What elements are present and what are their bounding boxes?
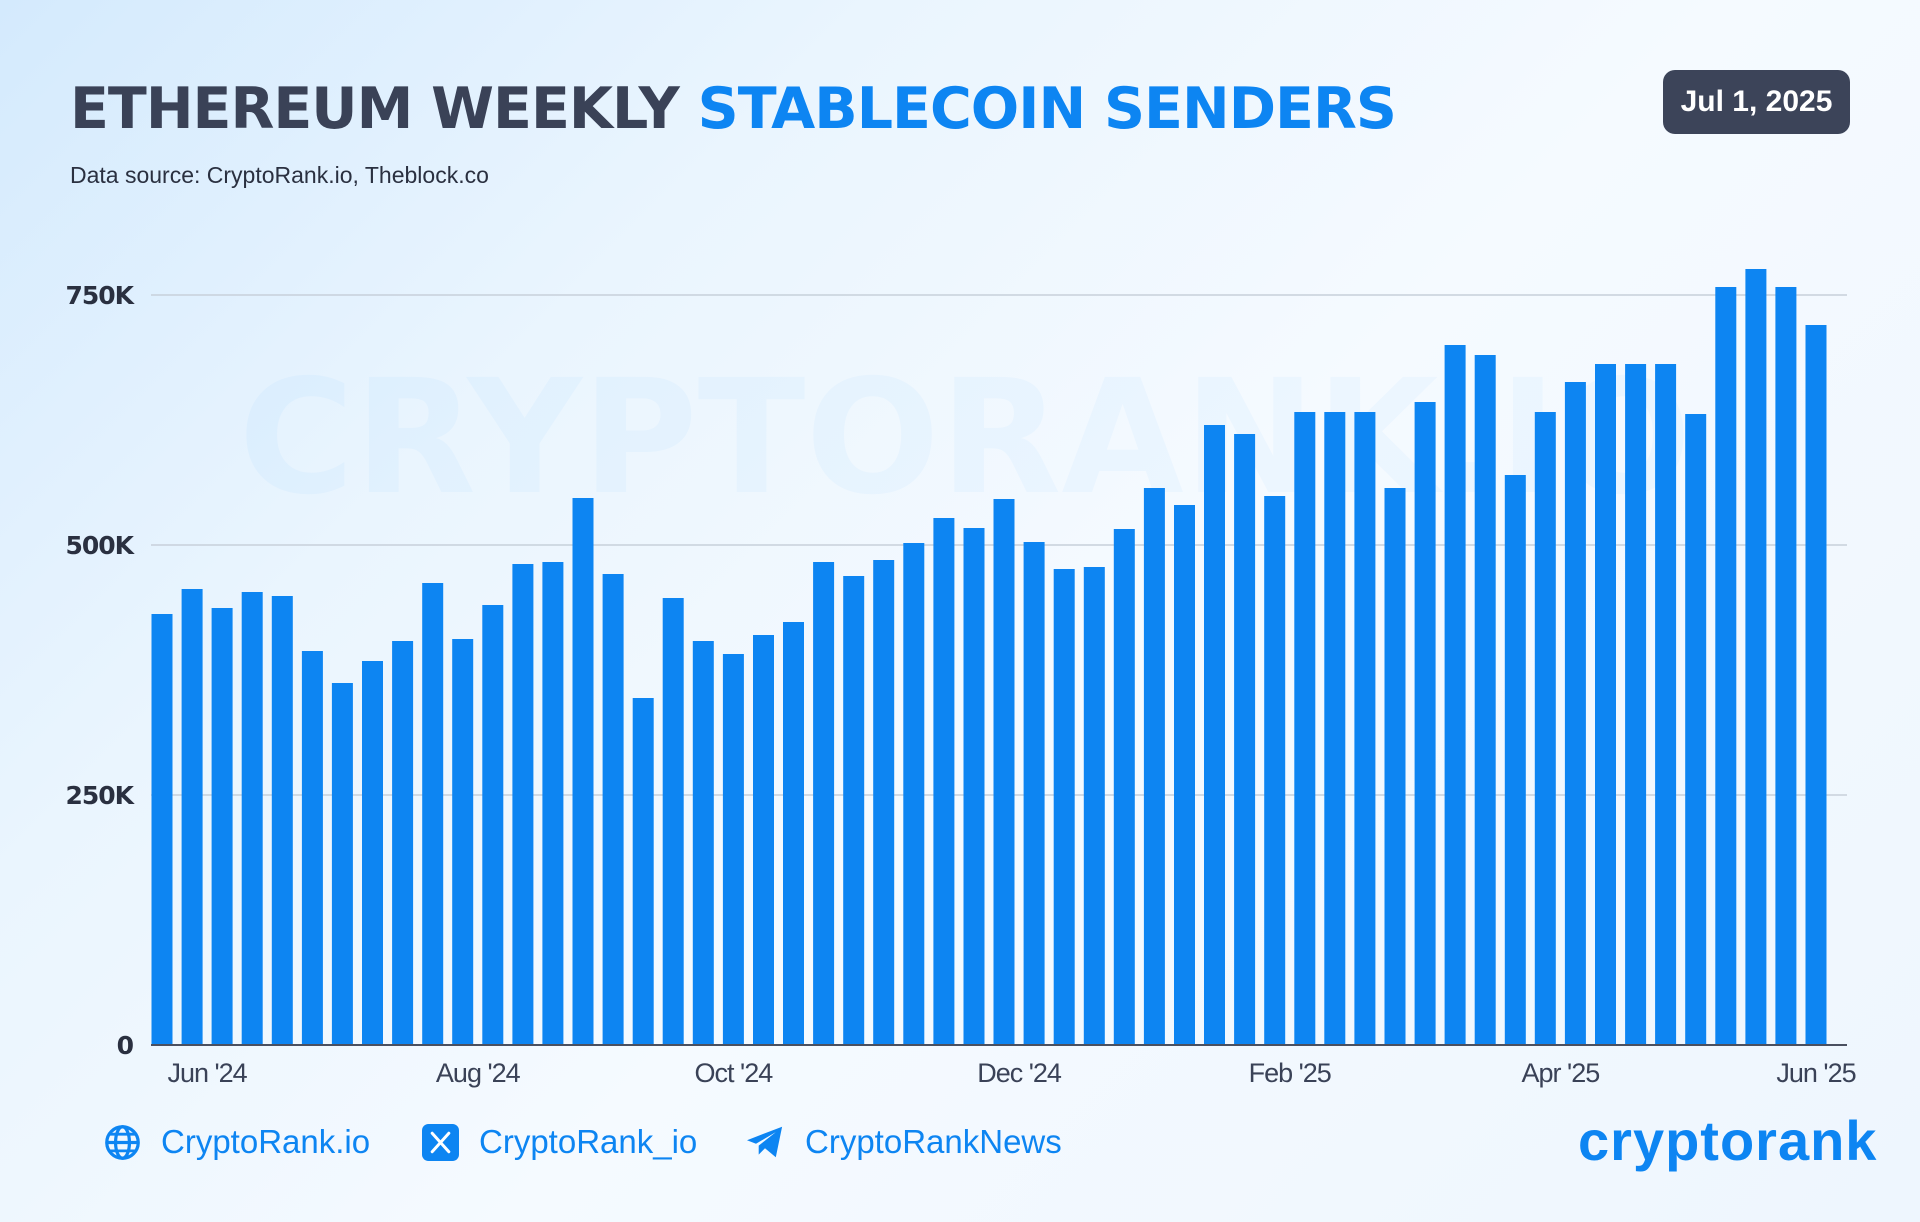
bar — [1474, 355, 1496, 1045]
data-source-text: Data source: CryptoRank.io, Theblock.co — [70, 162, 489, 188]
bar — [1745, 269, 1767, 1045]
bar — [722, 654, 744, 1045]
x-tick-label: Aug '24 — [436, 1058, 521, 1088]
bar — [813, 562, 835, 1045]
x-tick-label: Apr '25 — [1522, 1058, 1600, 1088]
bars — [151, 269, 1827, 1045]
bar — [181, 589, 203, 1045]
bar — [1595, 364, 1616, 1045]
y-tick-label: 250K — [65, 781, 135, 810]
bar — [1504, 475, 1526, 1045]
telegram-link-label: CryptoRankNews — [805, 1123, 1062, 1160]
website-link[interactable]: CryptoRank.io — [104, 1118, 370, 1166]
bar — [662, 598, 684, 1045]
date-badge: Jul 1, 2025 — [1663, 70, 1850, 134]
bar — [1023, 542, 1045, 1045]
x-tick-label: Oct '24 — [695, 1058, 774, 1088]
y-axis-ticks: 0 250K 500K 750K — [65, 281, 136, 1060]
bar — [1294, 412, 1316, 1045]
bar — [1083, 567, 1105, 1045]
x-tick-label: Feb '25 — [1249, 1058, 1331, 1088]
bar — [1625, 364, 1647, 1045]
bar — [963, 528, 985, 1045]
bar — [1234, 434, 1256, 1045]
bar — [572, 498, 594, 1045]
bar — [1204, 425, 1225, 1045]
bar — [422, 583, 444, 1045]
bar — [1174, 505, 1195, 1045]
bar — [301, 651, 323, 1045]
telegram-icon — [747, 1126, 783, 1158]
x-tick-label: Dec '24 — [977, 1058, 1062, 1088]
bar — [1414, 402, 1436, 1045]
bar — [1715, 287, 1737, 1045]
y-tick-label: 500K — [65, 531, 135, 560]
twitter-link[interactable]: CryptoRank_io — [422, 1118, 697, 1166]
bar — [392, 641, 414, 1045]
bar — [482, 605, 504, 1045]
bar — [1444, 345, 1466, 1045]
bar — [271, 596, 293, 1045]
bar — [1113, 529, 1135, 1045]
bar — [1354, 412, 1376, 1045]
telegram-link[interactable]: CryptoRankNews — [745, 1118, 1062, 1166]
bar — [873, 560, 895, 1045]
x-tick-label: Jun '24 — [167, 1058, 247, 1088]
bar — [151, 614, 173, 1045]
website-link-label: CryptoRank.io — [161, 1123, 371, 1160]
page-title: ETHEREUM WEEKLY STABLECOIN SENDERS — [70, 76, 1397, 142]
cryptorank-logo: cryptorank — [1578, 1109, 1878, 1172]
bar — [692, 641, 714, 1045]
bar — [1053, 569, 1075, 1045]
y-tick-label: 750K — [65, 281, 135, 310]
bar — [331, 683, 353, 1045]
bar — [632, 698, 654, 1045]
bar — [783, 622, 804, 1045]
twitter-link-label: CryptoRank_io — [479, 1123, 698, 1160]
x-tick-label: Jun '25 — [1776, 1058, 1855, 1088]
bar — [602, 574, 624, 1045]
bar — [903, 543, 925, 1045]
bar — [362, 661, 383, 1045]
bar — [452, 639, 474, 1045]
bar — [211, 608, 233, 1045]
title-accent: STABLECOIN SENDERS — [697, 76, 1397, 142]
bar — [1805, 325, 1827, 1045]
bar — [1324, 412, 1346, 1045]
bar — [512, 564, 534, 1045]
bar — [1775, 287, 1797, 1045]
x-axis-ticks: Jun '24 Aug '24 Oct '24 Dec '24 Feb '25 Apr '… — [167, 1058, 1856, 1088]
x-twitter-icon — [422, 1123, 459, 1161]
bar — [241, 592, 263, 1045]
bar — [753, 635, 774, 1045]
bar — [1685, 414, 1707, 1045]
bar — [993, 499, 1015, 1045]
watermark: CRYPTORANK.IO — [238, 346, 1691, 530]
globe-icon — [105, 1124, 140, 1160]
title-main: ETHEREUM WEEKLY — [70, 76, 680, 142]
bar — [1534, 412, 1556, 1045]
bar — [1564, 382, 1586, 1045]
bar — [542, 562, 564, 1045]
bar — [1384, 488, 1406, 1045]
y-tick-label: 0 — [117, 1031, 134, 1060]
bar — [843, 576, 865, 1045]
bar — [933, 518, 955, 1045]
bar — [1655, 364, 1677, 1045]
bar — [1143, 488, 1165, 1045]
bar — [1264, 496, 1286, 1045]
